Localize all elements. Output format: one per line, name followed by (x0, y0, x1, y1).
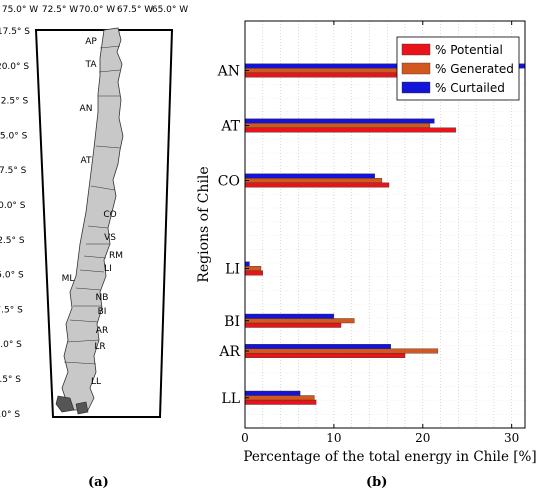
lat-label: 27.5° S (0, 166, 27, 176)
bar-chart: 0 10 20 30 AN AT CO LI BI AR LL Percentage of the t… (196, 20, 537, 465)
bar-li-curtailed (244, 261, 250, 267)
region-label-li: LI (104, 264, 112, 274)
region-label-at: AT (81, 156, 92, 166)
region-label-bi: BI (98, 307, 107, 317)
bar-ll-curtailed (244, 390, 301, 396)
x-tick-label: 30 (504, 431, 519, 445)
lat-label: 22.5° S (0, 97, 28, 107)
x-tick-label: 10 (326, 431, 341, 445)
lat-label: 42.5° S (0, 375, 21, 385)
legend-label: % Generated (435, 62, 514, 76)
bar-at-potential (244, 127, 456, 133)
region-boundary (98, 69, 121, 73)
lat-label: 17.5° S (0, 27, 30, 37)
y-category-label-ll: LL (221, 391, 240, 407)
lat-label: 32.5° S (0, 236, 25, 246)
bar-co-curtailed (244, 173, 375, 179)
x-tick-label: 0 (241, 431, 249, 445)
caption-a: (a) (88, 475, 109, 490)
bar-bi-curtailed (244, 313, 335, 319)
region-label-an: AN (80, 104, 93, 114)
y-category-label-co: CO (218, 174, 240, 190)
legend-swatch (401, 43, 431, 56)
region-label-ap: AP (85, 37, 97, 47)
map-panel: 75.0° W 72.5° W 70.0° W 67.5° W 65.0° W 17.5°… (0, 0, 190, 499)
chart-panel: 0 10 20 30 AN AT CO LI BI AR LL Percentage of the t… (190, 0, 550, 499)
region-boundary (69, 319, 99, 323)
region-boundary (75, 287, 102, 291)
lon-label: 72.5° W (42, 5, 78, 15)
region-label-vs: VS (104, 233, 116, 243)
map-frame (34, 29, 174, 418)
bar-ll-potential (244, 399, 317, 405)
bar-at-generated (244, 123, 431, 128)
lat-label: 35.0° S (0, 271, 24, 281)
y-category-label-bi: BI (224, 314, 240, 330)
lat-label: 20.0° S (0, 62, 29, 72)
southern-islands (75, 401, 89, 415)
region-label-ta: TA (85, 60, 98, 70)
region-boundary (63, 361, 97, 365)
region-label-nb: NB (96, 293, 109, 303)
chile-map: 75.0° W 72.5° W 70.0° W 67.5° W65.0° W 17.5°… (0, 5, 188, 420)
chile-landmass (61, 27, 124, 411)
region-label-ar: AR (96, 326, 108, 336)
lat-label: 25.0° S (0, 131, 28, 141)
x-tick-label: 20 (415, 431, 430, 445)
bar-ll-generated (244, 395, 315, 401)
axes-box (244, 20, 526, 429)
legend-label: % Curtailed (435, 81, 505, 95)
region-boundary (99, 45, 121, 49)
bar-ar-curtailed (244, 344, 391, 349)
southern-islands (55, 395, 75, 413)
y-axis-label: Regions of Chile (196, 166, 212, 282)
bar-ar-potential (244, 353, 406, 358)
lon-label: 75.0° W (2, 5, 38, 15)
bar-co-potential (244, 182, 390, 188)
region-label-lr: LR (94, 342, 105, 352)
lat-label: 37.5° S (0, 305, 23, 315)
lon-label: 70.0° W (79, 5, 115, 15)
legend-swatch (401, 81, 431, 94)
region-label-co: CO (103, 210, 116, 220)
region-boundary (83, 255, 107, 259)
region-boundary (66, 339, 100, 343)
region-boundary (90, 185, 116, 191)
region-boundary (87, 225, 109, 229)
lon-label: 65.0° W (152, 5, 188, 15)
region-label-ml: ML (62, 274, 75, 284)
lon-label: 67.5° W (117, 5, 153, 15)
region-label-rm: RM (109, 251, 123, 261)
bar-bi-potential (244, 322, 342, 328)
y-category-label-an: AN (217, 64, 240, 80)
region-boundary (79, 269, 105, 273)
region-label-ll: LL (91, 377, 101, 387)
lat-label: 45.0° S (0, 410, 20, 420)
legend-swatch (401, 62, 431, 75)
bar-li-potential (244, 270, 263, 276)
bar-bi-generated (244, 318, 355, 324)
lat-label: 40.0° S (0, 340, 22, 350)
x-axis-label: Percentage of the total energy in Chile … (243, 449, 536, 465)
caption-b: (b) (366, 475, 388, 490)
y-category-label-at: AT (220, 119, 240, 135)
bar-ar-generated (244, 348, 439, 354)
y-category-label-li: LI (225, 262, 240, 278)
legend-label: % Potential (435, 43, 503, 57)
bar-at-curtailed (244, 118, 435, 124)
y-category-label-ar: AR (218, 344, 240, 360)
bar-co-generated (244, 178, 383, 183)
lat-label: 30.0° S (0, 201, 26, 211)
region-boundary (95, 145, 121, 149)
